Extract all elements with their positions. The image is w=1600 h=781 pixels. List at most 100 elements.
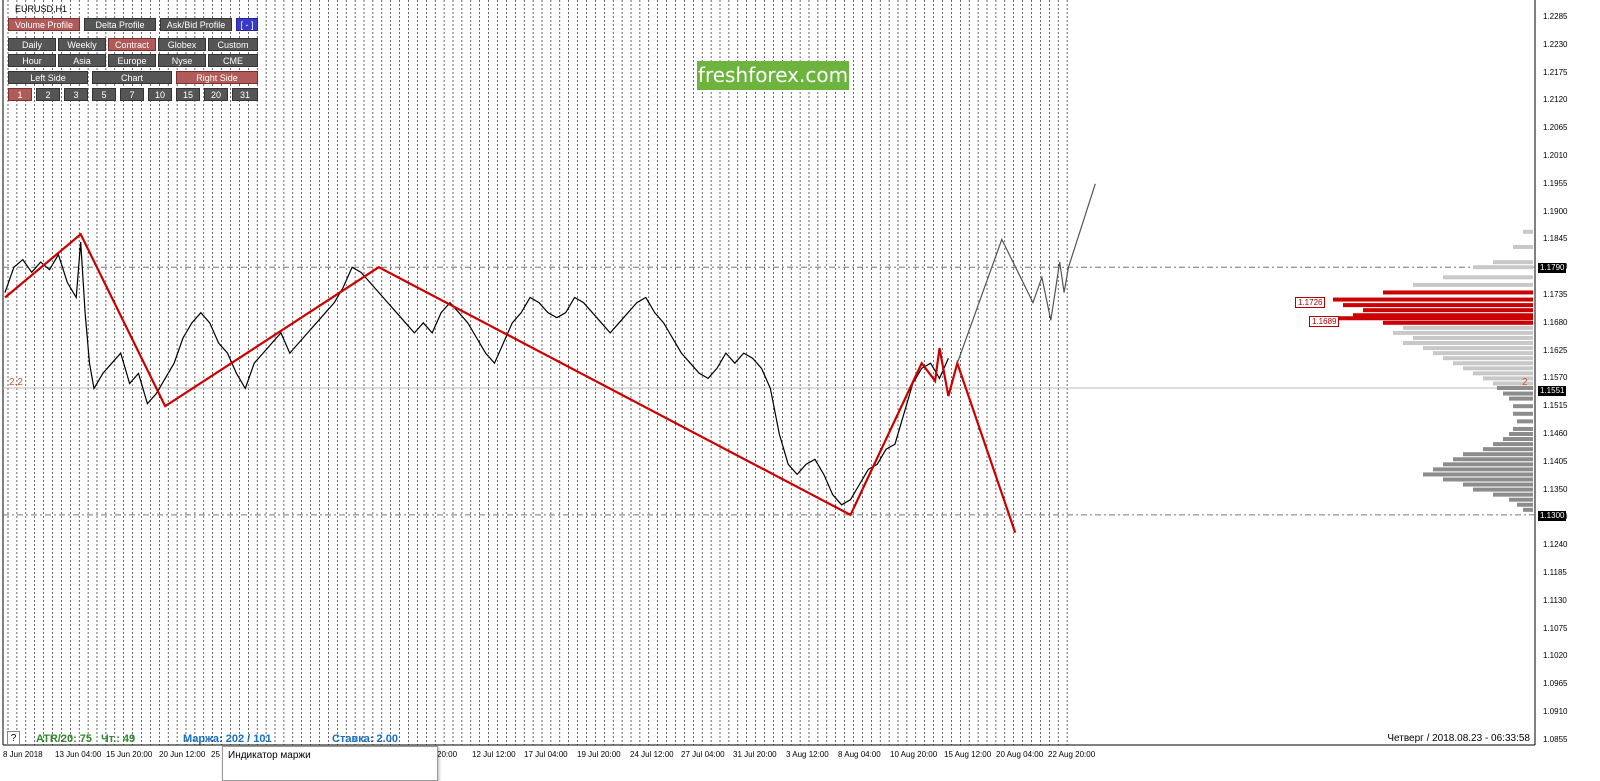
toolbar-row5-button-1[interactable]: 2	[36, 88, 60, 101]
volume-profile-bar	[1413, 335, 1533, 340]
toolbar-row5-button-0[interactable]: 1	[8, 88, 32, 101]
toolbar-row2-button-4[interactable]: Custom	[208, 38, 258, 51]
margin-tooltip: Индикатор маржи	[222, 746, 438, 781]
toolbar-row2-button-0[interactable]: Daily	[8, 38, 56, 51]
volume-profile-bar	[1443, 477, 1533, 482]
time-axis-label: 12 Jul 12:00	[472, 750, 516, 759]
volume-profile-bar	[1517, 419, 1533, 424]
watermark-logo: freshforex.com	[697, 61, 849, 90]
volume-profile-bar	[1423, 346, 1533, 351]
price-axis-label: 1.1130	[1543, 595, 1567, 605]
volume-profile-bar	[1353, 313, 1533, 318]
toolbar-row1-button-0[interactable]: Volume Profile	[8, 18, 80, 31]
time-axis-label: 27 Jul 04:00	[681, 750, 725, 759]
volume-profile-bar	[1503, 391, 1533, 396]
time-axis-label: 22 Aug 20:00	[1048, 750, 1096, 759]
toolbar-row5-button-3[interactable]: 5	[92, 88, 116, 101]
volume-profile-bar	[1473, 371, 1533, 376]
time-axis-label: 19 Jul 20:00	[577, 750, 621, 759]
time-axis-label: 10 Aug 20:00	[890, 750, 938, 759]
volume-profile-bar	[1403, 325, 1533, 330]
volume-profile-bar	[1453, 361, 1533, 366]
volume-profile-bar	[1473, 265, 1533, 270]
price-axis-label: 1.1900	[1543, 206, 1568, 216]
projection-line	[956, 183, 1096, 364]
price-line	[4, 241, 949, 506]
volume-profile-bar	[1443, 462, 1533, 467]
volume-profile-bar	[1463, 482, 1533, 487]
toolbar-row1-button-2[interactable]: Ask/Bid Profile	[160, 18, 232, 31]
volume-profile-bar	[1337, 316, 1533, 321]
volume-profile-bar	[1453, 457, 1533, 462]
level-marker-right: 2	[1522, 377, 1528, 388]
tooltip-text: Индикатор маржи	[228, 750, 311, 761]
time-axis-label: 20 Jun 12:00	[159, 750, 206, 759]
volume-profile-bar	[1503, 437, 1533, 442]
volume-profile-bar	[1383, 290, 1533, 295]
volume-profile-bar	[1509, 497, 1533, 502]
toolbar-row5-button-5[interactable]: 10	[148, 88, 172, 101]
price-axis-label: 1.1020	[1543, 651, 1568, 661]
price-axis-label: 1.0910	[1543, 707, 1568, 716]
toolbar-row3-button-0[interactable]: Hour	[8, 54, 56, 67]
volume-profile-bar	[1497, 386, 1533, 391]
toolbar-row2-button-1[interactable]: Weekly	[58, 38, 106, 51]
toolbar-row5-button-2[interactable]: 3	[64, 88, 88, 101]
price-axis-label: 1.0855	[1543, 734, 1568, 744]
volume-profile-bar	[1483, 447, 1533, 452]
time-axis-label: 15 Jun 20:00	[106, 750, 153, 759]
toolbar-row5-button-7[interactable]: 20	[204, 88, 228, 101]
atr-label: ATR/20: 75	[36, 733, 93, 745]
volume-profile-tag-2: 1.1689	[1309, 316, 1340, 327]
volume-profile-bar	[1423, 472, 1533, 477]
volume-profile-bar	[1463, 452, 1533, 457]
toolbar-row4-button-0[interactable]: Left Side	[8, 71, 88, 84]
volume-profile-bar	[1523, 229, 1533, 234]
volume-profile-bar	[1433, 351, 1533, 356]
price-axis-label: 1.2065	[1543, 123, 1568, 133]
toolbar-row2-button-2[interactable]: Contract	[108, 38, 156, 51]
toolbar-row5-button-8[interactable]: 31	[232, 88, 258, 101]
price-axis-label: 1.2230	[1543, 39, 1568, 49]
toolbar-row4-button-2[interactable]: Right Side	[176, 71, 258, 84]
price-axis-label: 1.1845	[1543, 234, 1568, 244]
price-axis-label: 1.1405	[1543, 456, 1568, 466]
symbol-label: EURUSD,H1	[15, 4, 68, 14]
time-axis-label: 8 Jun 2018	[3, 750, 43, 759]
rate-label: Ставка: 2.00	[332, 733, 398, 745]
toolbar-row3-button-2[interactable]: Europe	[108, 54, 156, 67]
price-axis-label: 1.1955	[1543, 178, 1568, 188]
price-axis-label: 1.1240	[1543, 540, 1568, 550]
toolbar-row3-button-4[interactable]: CME	[208, 54, 258, 67]
price-tag-bottom: 1.1300	[1538, 511, 1567, 521]
price-axis-label: 1.1185	[1543, 568, 1567, 577]
volume-profile-bar	[1513, 411, 1533, 416]
toolbar-row1-button-3[interactable]: [ - ]	[236, 18, 258, 31]
price-axis-label: 1.2120	[1543, 95, 1568, 105]
price-axis-label: 1.2285	[1543, 12, 1568, 21]
volume-profile-bar	[1443, 275, 1533, 280]
price-axis-label: 1.1460	[1543, 429, 1568, 438]
time-axis-label: 8 Aug 04:00	[838, 750, 881, 759]
volume-profile-bar	[1363, 308, 1533, 313]
time-axis-label: 20 Aug 04:00	[996, 750, 1044, 759]
volume-profile-bar	[1393, 330, 1533, 335]
toolbar-row2-button-3[interactable]: Globex	[158, 38, 206, 51]
time-axis-label: 3 Aug 12:00	[786, 750, 829, 759]
price-axis-label: 1.1680	[1543, 317, 1568, 327]
toolbar-row3-button-1[interactable]: Asia	[58, 54, 106, 67]
time-axis-label: 24 Jul 12:00	[630, 750, 674, 759]
toolbar-row3-button-3[interactable]: Nyse	[158, 54, 206, 67]
volume-profile-bar	[1493, 260, 1533, 265]
toolbar-row4-button-1[interactable]: Chart	[92, 71, 172, 84]
price-axis-label: 1.1735	[1543, 290, 1568, 299]
toolbar-row5-button-4[interactable]: 7	[120, 88, 144, 101]
help-button[interactable]: ?	[7, 731, 20, 745]
margin-label: Маржа: 202 / 101	[183, 733, 272, 745]
toolbar-row5-button-6[interactable]: 15	[176, 88, 200, 101]
count-label: Чт.: 49	[101, 733, 136, 745]
price-axis-label: 1.1515	[1543, 401, 1568, 411]
toolbar-row1-button-1[interactable]: Delta Profile	[84, 18, 156, 31]
volume-profile-bar	[1403, 341, 1533, 346]
